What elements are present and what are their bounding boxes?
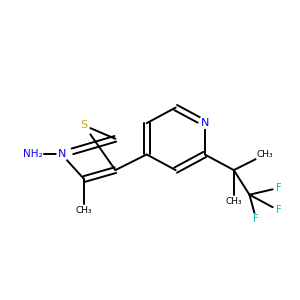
Text: CH₃: CH₃ — [226, 197, 242, 206]
Text: F: F — [276, 205, 281, 215]
Text: S: S — [80, 120, 88, 130]
Text: N: N — [201, 118, 209, 128]
Text: CH₃: CH₃ — [257, 150, 273, 159]
Text: N: N — [58, 149, 66, 160]
Text: F: F — [253, 214, 259, 224]
Text: F: F — [276, 183, 281, 193]
Text: NH₂: NH₂ — [23, 149, 43, 160]
Text: CH₃: CH₃ — [76, 206, 92, 215]
